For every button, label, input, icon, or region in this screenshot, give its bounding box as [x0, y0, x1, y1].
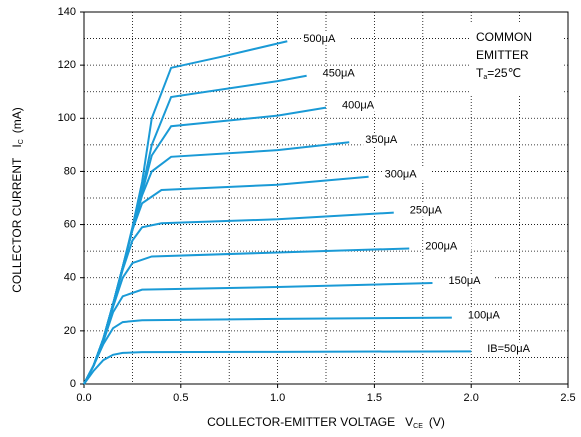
x-tick-label: 2.0	[464, 392, 479, 404]
label-part: I	[10, 144, 24, 147]
annotation: EMITTER	[476, 48, 529, 62]
series-label-bg	[320, 66, 369, 80]
series-label-bg	[301, 32, 350, 46]
series-line	[83, 350, 472, 385]
label-part: V	[405, 415, 413, 429]
series-label: 500μA	[303, 33, 336, 45]
series-label: IB=50μA	[487, 343, 530, 355]
series-label-bg	[363, 133, 412, 147]
x-tick-label: 0.5	[173, 392, 188, 404]
series-label: 150μA	[448, 275, 481, 287]
subscript: a	[483, 74, 487, 81]
subscript: C	[18, 139, 25, 144]
subscript: CE	[413, 423, 423, 430]
annotation-part: =25℃	[487, 66, 521, 80]
label-part: COLLECTOR CURRENT	[10, 157, 24, 293]
annotation: COMMON	[476, 30, 532, 44]
series-label-bg	[465, 308, 514, 322]
x-tick-label: 1.0	[270, 392, 285, 404]
annotation: Ta=25℃	[476, 66, 521, 81]
annotation-part: T	[476, 66, 484, 80]
series-label-bg	[382, 167, 431, 181]
label-part: (V)	[429, 415, 445, 429]
y-tick-label: 60	[64, 218, 76, 230]
series-label-bg	[407, 203, 456, 217]
x-axis-label: COLLECTOR-EMITTER VOLTAGE VCE (V)	[207, 415, 445, 430]
label-part: COLLECTOR-EMITTER VOLTAGE	[207, 415, 395, 429]
annotation-part: COMMON	[476, 30, 532, 44]
y-tick-label: 0	[70, 378, 76, 390]
x-tick-label: 2.5	[560, 392, 575, 404]
y-tick-label: 40	[64, 272, 76, 284]
series-label: 100μA	[468, 309, 501, 321]
series-label: 300μA	[385, 169, 418, 181]
annotation-part: EMITTER	[476, 48, 529, 62]
series-label: 250μA	[410, 205, 443, 217]
series-label-bg	[423, 239, 472, 253]
y-tick-label: 120	[58, 59, 76, 71]
annotation-bg	[470, 22, 562, 94]
y-tick-label: 100	[58, 112, 76, 124]
y-tick-label: 140	[58, 6, 76, 18]
x-tick-label: 0.0	[76, 392, 91, 404]
series-label-bg	[446, 274, 495, 288]
series-label: 350μA	[365, 134, 398, 146]
series-label: 400μA	[342, 100, 375, 112]
label-part: (mA)	[10, 107, 24, 133]
series-label: 450μA	[323, 68, 356, 80]
series-label: 200μA	[425, 240, 458, 252]
series-label-bg	[340, 98, 388, 112]
series-line	[83, 40, 288, 385]
y-axis-label: COLLECTOR CURRENT IC (mA)	[10, 107, 25, 293]
y-tick-label: 80	[64, 165, 76, 177]
series-label-bg	[485, 342, 534, 356]
y-tick-label: 20	[64, 325, 76, 337]
x-tick-label: 1.5	[367, 392, 382, 404]
